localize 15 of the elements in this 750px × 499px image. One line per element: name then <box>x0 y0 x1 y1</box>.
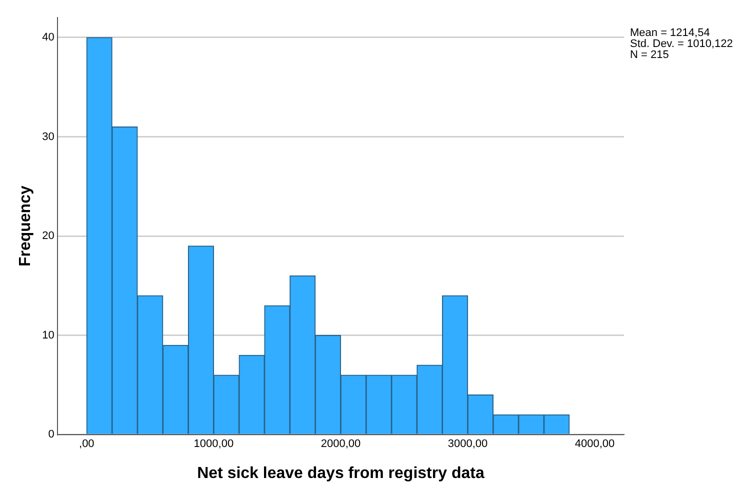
x-tick-label: 2000,00 <box>320 438 361 450</box>
x-tick-label: ,00 <box>79 438 94 450</box>
y-tick-label: 10 <box>42 329 54 342</box>
y-axis-title: Frequency <box>17 186 34 267</box>
x-axis-title: Net sick leave days from registry data <box>197 464 484 482</box>
y-tick-label: 20 <box>42 230 54 242</box>
text: N = 215 <box>630 49 669 62</box>
y-tick-label: 0 <box>48 428 54 441</box>
y-tick-label: 30 <box>42 130 54 143</box>
text: Std. Dev. = 1010,122 <box>630 38 733 50</box>
x-tick-label: 3000,00 <box>448 438 488 450</box>
x-tick-label: 4000,00 <box>574 438 615 450</box>
text: Mean = 1214,54 <box>630 27 710 40</box>
y-tick-label: 40 <box>42 31 54 44</box>
x-tick-label: 1000,00 <box>194 438 234 450</box>
